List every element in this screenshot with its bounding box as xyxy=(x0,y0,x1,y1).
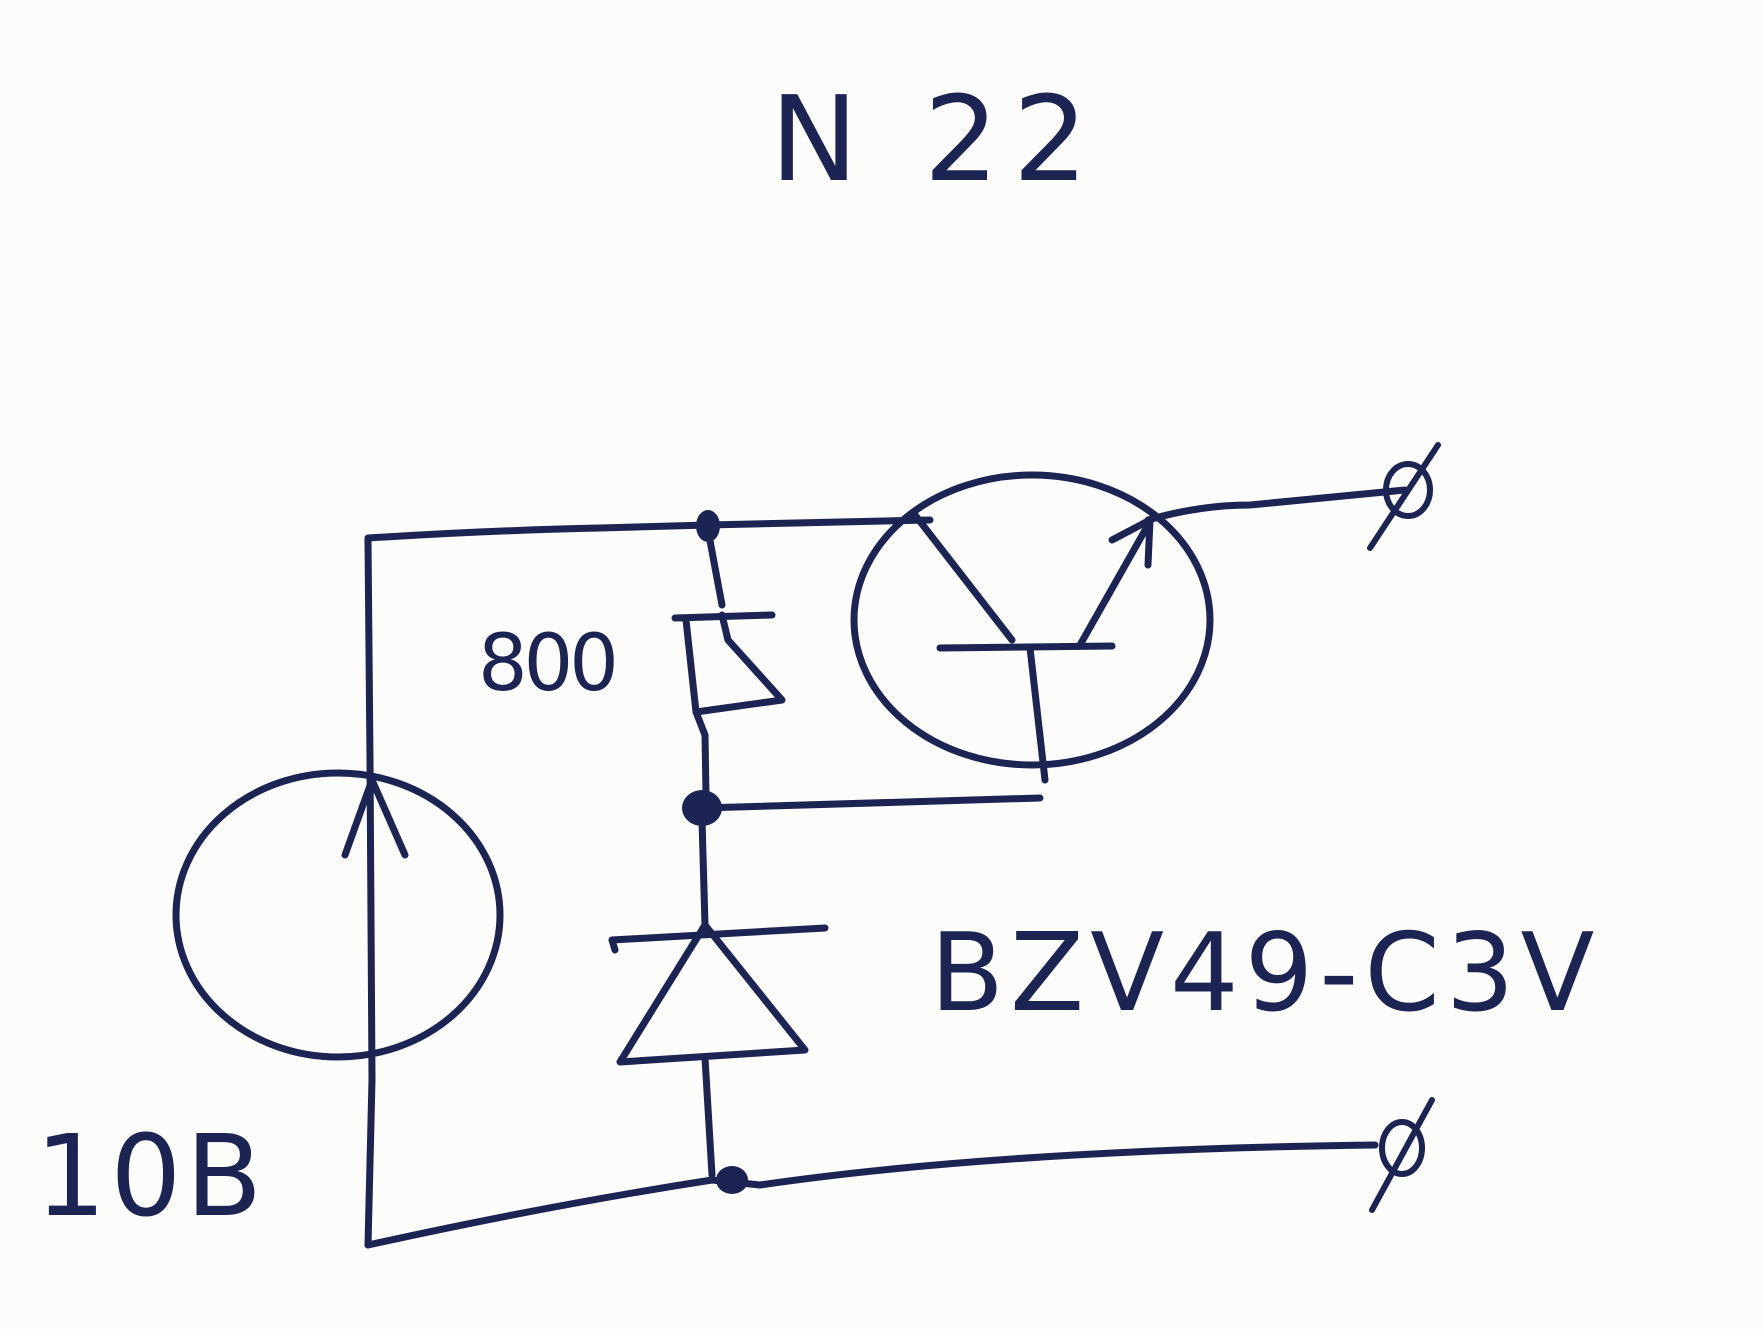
zener-lead-bottom xyxy=(701,1054,716,1179)
voltage-source-arrow-line xyxy=(364,756,376,1249)
transistor-emitter xyxy=(1076,521,1152,649)
voltage-source-arrow-head xyxy=(341,776,409,859)
diagram-title: N 22 xyxy=(770,70,1102,208)
zener-triangle xyxy=(616,921,809,1066)
output-terminal-top-slash xyxy=(1367,442,1441,551)
transistor-base-lead xyxy=(1026,644,1049,784)
transistor-circle xyxy=(850,471,1214,769)
resistor-body xyxy=(671,611,786,716)
output-wire-top xyxy=(1144,486,1409,524)
voltage-source-circle xyxy=(172,769,504,1061)
output-terminal-bottom-slash xyxy=(1369,1097,1435,1213)
transistor-collector xyxy=(911,511,1016,644)
base-wire xyxy=(698,794,1044,812)
bottom-wire xyxy=(364,1141,1379,1249)
left-rail-upper xyxy=(364,536,374,764)
zener-cathode-bar xyxy=(608,924,829,954)
zener-part-label: BZV49-C3V xyxy=(930,911,1600,1036)
output-terminal-top xyxy=(1383,461,1433,519)
output-terminal-bottom xyxy=(1379,1119,1425,1177)
resistor-value-label: 800 xyxy=(478,619,615,709)
source-voltage-label: 10B xyxy=(35,1112,266,1242)
junction-bottom xyxy=(716,1166,748,1194)
zener-lead-top xyxy=(698,816,709,929)
top-wire xyxy=(364,516,934,549)
resistor-lead-bottom xyxy=(692,708,710,799)
junction-top xyxy=(696,510,720,542)
resistor-lead-top xyxy=(704,526,726,609)
transistor-base-bar xyxy=(936,642,1116,652)
